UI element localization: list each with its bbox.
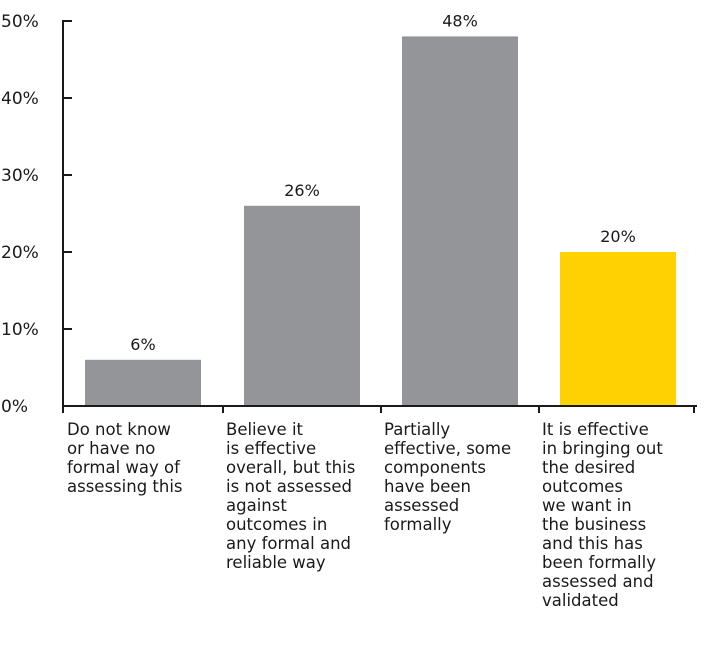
- y-tick-label: 10%: [1, 320, 39, 340]
- data-label: 6%: [130, 335, 155, 354]
- category-label: Do not know or have no formal way of ass…: [67, 420, 183, 496]
- data-labels: 6% 26% 48% 20%: [130, 11, 635, 353]
- bar: [244, 205, 360, 406]
- y-tick-label: 20%: [1, 243, 39, 263]
- y-tick-label: 40%: [1, 89, 39, 109]
- data-label: 26%: [284, 181, 320, 200]
- data-label: 48%: [442, 11, 478, 30]
- category-label: Partially effective, some components hav…: [384, 420, 512, 534]
- y-tick-label: 50%: [1, 12, 39, 32]
- y-tick-label: 0%: [1, 397, 28, 417]
- bar: [560, 252, 676, 406]
- category-label: Believe it is effective overall, but thi…: [226, 420, 356, 572]
- y-axis: 0% 10% 20% 30% 40% 50%: [1, 12, 72, 417]
- data-label: 20%: [600, 227, 636, 246]
- bars: [85, 36, 676, 407]
- y-tick-label: 30%: [1, 166, 39, 186]
- x-axis: [62, 405, 697, 413]
- bar: [402, 36, 518, 407]
- bar: [85, 359, 201, 406]
- category-label: It is effective in bringing out the desi…: [542, 420, 663, 610]
